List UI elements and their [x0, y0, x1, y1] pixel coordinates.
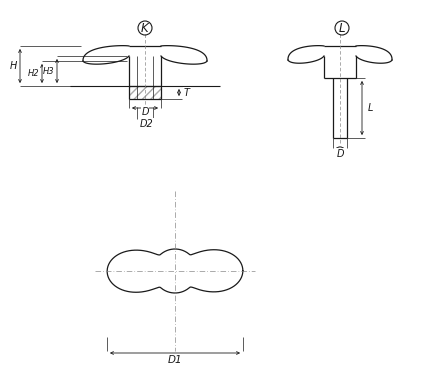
Text: L: L — [367, 103, 373, 113]
Text: H3: H3 — [43, 66, 55, 76]
Text: H: H — [9, 61, 17, 71]
Text: D: D — [336, 149, 344, 159]
Text: T: T — [184, 88, 190, 98]
Text: H2: H2 — [28, 69, 40, 78]
Text: L: L — [339, 22, 345, 34]
Bar — [129, 86, 160, 98]
Text: D: D — [141, 107, 149, 117]
Text: D2: D2 — [140, 119, 154, 129]
Text: D1: D1 — [168, 355, 182, 365]
Text: K: K — [141, 22, 149, 34]
